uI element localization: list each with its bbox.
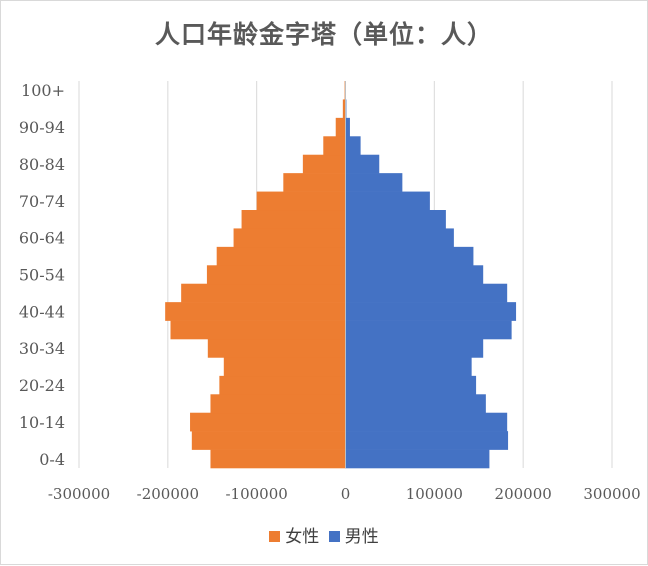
y-tick-label: 30-34 xyxy=(19,339,65,358)
bar-male xyxy=(346,357,472,376)
bar-male xyxy=(346,302,517,321)
y-tick-label: 10-14 xyxy=(19,413,65,432)
bar-female xyxy=(234,228,346,247)
y-tick-label: 40-44 xyxy=(19,302,65,321)
bar-female xyxy=(208,339,346,358)
chart-legend: 女性 男性 xyxy=(1,522,647,547)
legend-item-male: 男性 xyxy=(329,522,379,547)
bar-male xyxy=(346,431,509,450)
bar-female xyxy=(192,431,346,450)
bar-male xyxy=(346,173,403,192)
bar-male xyxy=(346,228,454,247)
legend-label-male: 男性 xyxy=(345,527,379,547)
bar-male xyxy=(346,450,490,469)
bar-male xyxy=(346,210,446,229)
x-tick-label: 200000 xyxy=(495,485,552,503)
y-tick-label: 50-54 xyxy=(19,266,65,285)
y-tick-label: 80-84 xyxy=(19,155,65,174)
bar-female xyxy=(170,321,345,340)
legend-swatch-male xyxy=(329,531,340,542)
bar-male xyxy=(346,155,380,174)
y-tick-label: 0-4 xyxy=(39,450,65,469)
bar-female xyxy=(210,394,345,413)
bar-male xyxy=(346,192,430,211)
x-tick-label: -200000 xyxy=(137,485,199,503)
bar-male xyxy=(346,247,474,266)
bar-male xyxy=(346,413,508,432)
bar-female xyxy=(210,450,345,469)
bar-female xyxy=(207,265,346,284)
bar-female xyxy=(323,136,345,155)
bar-male xyxy=(346,321,512,340)
legend-swatch-female xyxy=(269,531,280,542)
legend-label-female: 女性 xyxy=(285,527,319,547)
bar-female xyxy=(257,192,346,211)
bar-female xyxy=(283,173,345,192)
x-tick-label: 100000 xyxy=(406,485,463,503)
legend-item-female: 女性 xyxy=(269,522,319,547)
bar-male xyxy=(346,394,486,413)
y-tick-label: 100+ xyxy=(21,81,65,100)
bar-female xyxy=(217,247,346,266)
bar-female xyxy=(219,376,345,395)
y-tick-label: 60-64 xyxy=(19,229,65,248)
bar-female xyxy=(190,413,345,432)
bar-female xyxy=(181,284,345,303)
x-tick-label: -100000 xyxy=(225,485,287,503)
x-tick-label: 0 xyxy=(341,485,351,503)
bar-male xyxy=(346,118,350,137)
y-tick-label: 70-74 xyxy=(19,192,65,211)
bar-male xyxy=(346,376,477,395)
bar-female xyxy=(336,118,346,137)
bar-male xyxy=(346,265,484,284)
y-tick-label: 90-94 xyxy=(19,118,65,137)
y-tick-label: 20-24 xyxy=(19,376,65,395)
bar-female xyxy=(242,210,346,229)
x-tick-label: 300000 xyxy=(583,485,640,503)
bar-male xyxy=(346,136,361,155)
bar-female xyxy=(224,357,346,376)
bar-female xyxy=(165,302,345,321)
bar-female xyxy=(303,155,346,174)
bar-male xyxy=(346,339,484,358)
x-tick-label: -300000 xyxy=(48,485,110,503)
bar-male xyxy=(346,284,508,303)
